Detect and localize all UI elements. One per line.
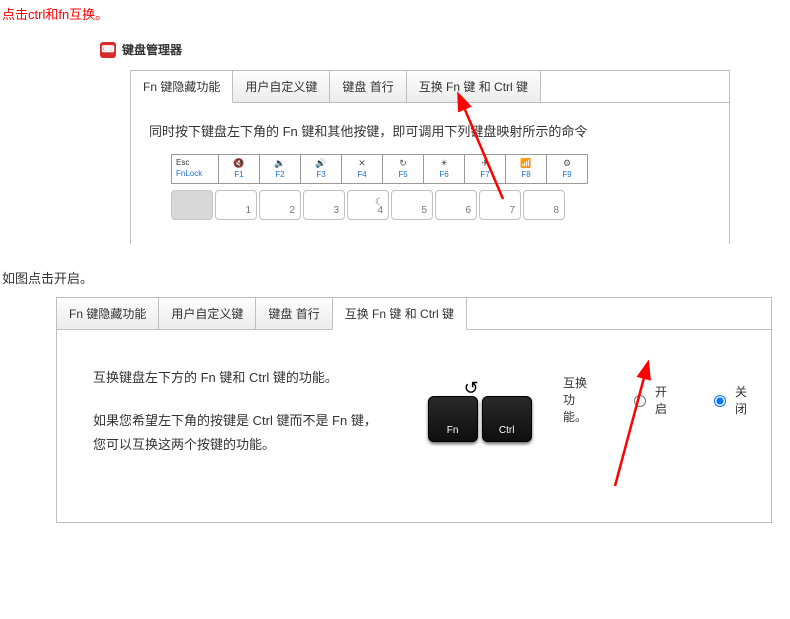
numkey-5: 5: [391, 190, 433, 220]
fnkey-icon: 📶: [520, 159, 531, 169]
fnkey-F9: ⚙ F9: [546, 154, 588, 184]
fnkey-F6: ☀ F6: [423, 154, 465, 184]
panel1-tab-0[interactable]: Fn 键隐藏功能: [130, 70, 233, 103]
fnkey-icon: ✕: [358, 159, 366, 169]
numkey-8: 8: [523, 190, 565, 220]
panel2-tab-2[interactable]: 键盘 首行: [255, 297, 332, 330]
annotation-mid: 如图点击开启。: [2, 268, 790, 287]
panel-swap: Fn 键隐藏功能用户自定义键键盘 首行互换 Fn 键 和 Ctrl 键 互换键盘…: [56, 297, 772, 523]
panel1-tab-1[interactable]: 用户自定义键: [232, 70, 330, 103]
swap-radio-title: 互换功能。: [563, 374, 587, 425]
fnkey-label: F4: [357, 171, 366, 180]
fnkey-icon: ✈: [481, 159, 489, 169]
radio-off-label[interactable]: 关闭: [709, 383, 747, 417]
fnkey-F1: 🔇 F1: [218, 154, 260, 184]
swap-radio-group: 互换功能。 开启 关闭: [563, 374, 747, 425]
moon-icon: ☾: [375, 197, 384, 208]
fnkey-icon: 🔉: [274, 159, 285, 169]
fnkey-label: F2: [275, 171, 284, 180]
fnkey-label: F6: [439, 171, 448, 180]
radio-on-text: 开启: [655, 383, 667, 417]
fnlock-label: FnLock: [176, 170, 202, 179]
fnkey-F5: ↻ F5: [382, 154, 424, 184]
fnkey-icon: ↻: [399, 159, 407, 169]
numkey-3: 3: [303, 190, 345, 220]
fn-key-graphic: Fn: [428, 396, 478, 442]
annotation-top: 点击ctrl和fn互换。: [2, 4, 790, 23]
fnkey-F7: ✈ F7: [464, 154, 506, 184]
number-key-row: 1234☾5678: [171, 190, 711, 220]
fnkey-F4: ✕ F4: [341, 154, 383, 184]
radio-off[interactable]: [714, 395, 726, 407]
panel1-tab-2[interactable]: 键盘 首行: [329, 70, 406, 103]
numkey-4: 4☾: [347, 190, 389, 220]
app-title: 键盘管理器: [122, 41, 182, 58]
fnkey-FnLock: Esc FnLock: [171, 154, 219, 184]
panel2-tab-3[interactable]: 互换 Fn 键 和 Ctrl 键: [332, 297, 467, 330]
esc-label: Esc: [176, 159, 189, 168]
fnkey-F8: 📶 F8: [505, 154, 547, 184]
app-title-row: ⌨ 键盘管理器: [100, 41, 790, 58]
radio-off-text: 关闭: [735, 383, 747, 417]
fnkey-icon: 🔇: [233, 159, 244, 169]
fnkey-label: F5: [398, 171, 407, 180]
swap-description: 互换键盘左下方的 Fn 键和 Ctrl 键的功能。 如果您希望左下角的按键是 C…: [93, 366, 388, 476]
fnkey-icon: ⚙: [563, 159, 571, 169]
numkey-1: 1: [215, 190, 257, 220]
keys-swap-graphic: ↺ Fn Ctrl: [428, 386, 523, 456]
tabrow-2: Fn 键隐藏功能用户自定义键键盘 首行互换 Fn 键 和 Ctrl 键: [56, 297, 771, 330]
numkey-blank: [171, 190, 213, 220]
panel2-tab-1[interactable]: 用户自定义键: [158, 297, 256, 330]
fnkey-icon: ☀: [440, 159, 448, 169]
numkey-7: 7: [479, 190, 521, 220]
swap-desc-2: 如果您希望左下角的按键是 Ctrl 键而不是 Fn 键，您可以互换这两个按键的功…: [93, 409, 388, 458]
panel2-tab-0[interactable]: Fn 键隐藏功能: [56, 297, 159, 330]
fnkey-label: F9: [562, 171, 571, 180]
keyboard-manager-icon: ⌨: [100, 42, 116, 58]
tabrow-1: Fn 键隐藏功能用户自定义键键盘 首行互换 Fn 键 和 Ctrl 键: [130, 70, 729, 103]
panel1-description: 同时按下键盘左下角的 Fn 键和其他按键，即可调用下列键盘映射所示的命令: [149, 121, 711, 140]
numkey-6: 6: [435, 190, 477, 220]
fnkey-label: F3: [316, 171, 325, 180]
swap-desc-1: 互换键盘左下方的 Fn 键和 Ctrl 键的功能。: [93, 366, 388, 391]
panel1-body: 同时按下键盘左下角的 Fn 键和其他按键，即可调用下列键盘映射所示的命令 Esc…: [131, 102, 729, 236]
fnkey-F2: 🔉 F2: [259, 154, 301, 184]
numkey-2: 2: [259, 190, 301, 220]
function-key-row: Esc FnLock 🔇 F1 🔉 F2 🔊 F3 ✕ F4 ↻ F5 ☀ F6 ✈ F7 📶 F8 ⚙ F9: [171, 154, 711, 184]
fnkey-label: F1: [234, 171, 243, 180]
panel2-body: 互换键盘左下方的 Fn 键和 Ctrl 键的功能。 如果您希望左下角的按键是 C…: [57, 329, 771, 522]
panel1-tab-3[interactable]: 互换 Fn 键 和 Ctrl 键: [406, 70, 541, 103]
fnkey-label: F8: [521, 171, 530, 180]
fnkey-F3: 🔊 F3: [300, 154, 342, 184]
fnkey-label: F7: [480, 171, 489, 180]
radio-on[interactable]: [634, 395, 646, 407]
radio-on-label[interactable]: 开启: [629, 383, 667, 417]
fnkey-icon: 🔊: [315, 159, 326, 169]
panel-fn-hidden: Fn 键隐藏功能用户自定义键键盘 首行互换 Fn 键 和 Ctrl 键 同时按下…: [130, 70, 730, 244]
ctrl-key-graphic: Ctrl: [482, 396, 532, 442]
